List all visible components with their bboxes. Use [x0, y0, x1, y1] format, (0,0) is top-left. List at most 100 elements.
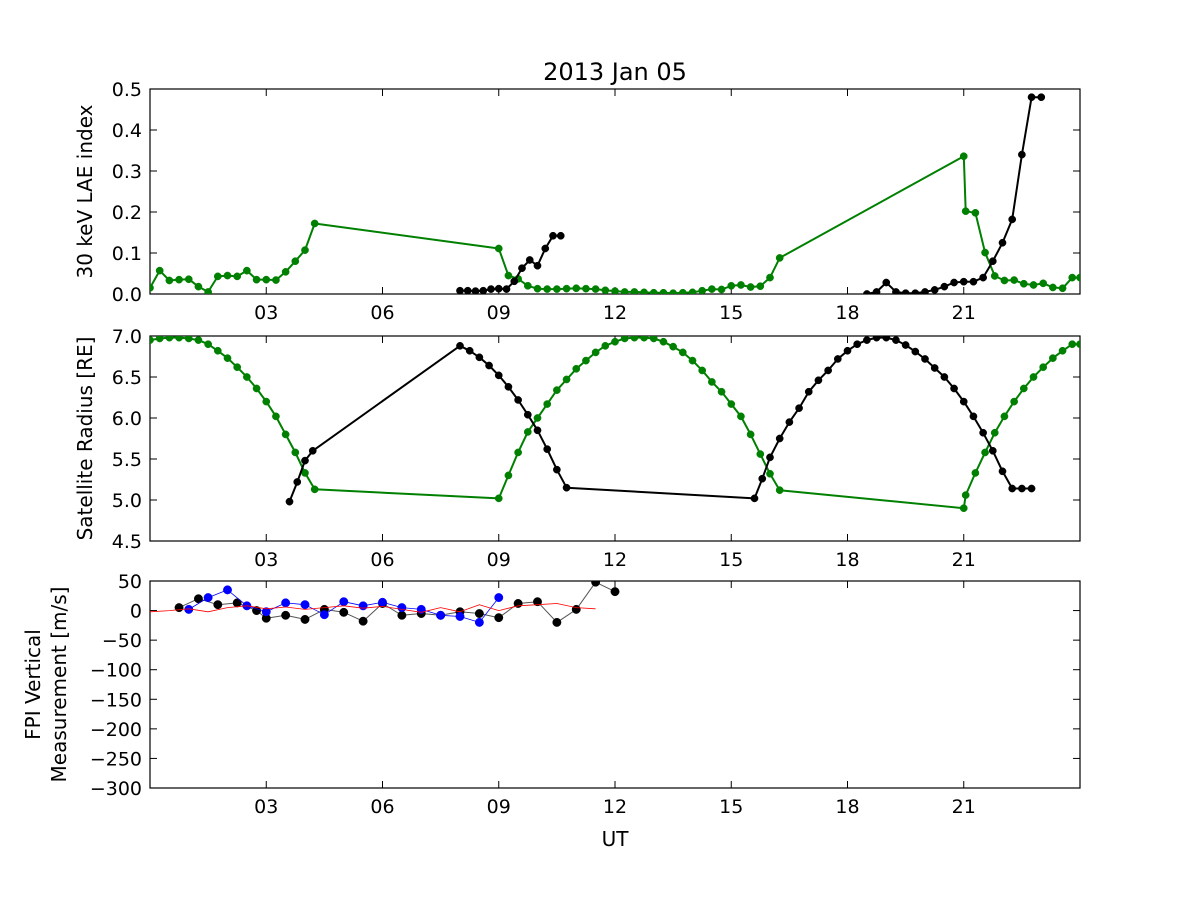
- radius-series-black-1-point: [959, 397, 968, 406]
- fpi-ytick-label: −300: [90, 778, 142, 800]
- radius-series-green-0-point: [1058, 346, 1067, 355]
- lae-series-black-2-point: [969, 277, 978, 286]
- radius-series-green-0-point: [272, 412, 280, 421]
- fpi-series-blue-1-point: [397, 603, 407, 613]
- radius-series-black-1-point: [785, 418, 794, 426]
- radius-series-green-0-point: [252, 384, 261, 393]
- radius-series-green-0-point: [233, 363, 242, 372]
- lae-series-green-0-point: [194, 282, 203, 291]
- fpi-xtick-label: 21: [952, 796, 976, 818]
- lae-series-black-1-point: [494, 284, 503, 293]
- lae-series-green-0-point: [310, 219, 319, 228]
- lae-series-black-1-point: [541, 244, 550, 253]
- radius-series-green-0-point: [669, 342, 677, 351]
- lae-series-black-1-point: [463, 286, 472, 294]
- radius-series-black-1-point: [1027, 484, 1036, 493]
- radius-series-green-0-point: [553, 386, 561, 394]
- radius-series-green-0-point: [523, 428, 532, 436]
- radius-series-black-1-point: [969, 412, 978, 421]
- lae-series-green-0-point: [1010, 276, 1018, 284]
- fpi-ytick-label: −250: [90, 748, 142, 770]
- fpi-series-black-0-point: [610, 587, 620, 597]
- radius-series-green-0-point: [1019, 384, 1028, 393]
- radius-series-green-0-point: [708, 378, 716, 386]
- fpi-series-blue-1-point: [474, 617, 484, 627]
- radius-series-black-1-point: [301, 456, 309, 465]
- radius-ytick-label: 6.0: [112, 408, 142, 430]
- lae-series-green-0-point: [669, 289, 677, 294]
- lae-series-black-1-point: [533, 261, 542, 270]
- radius-series-black-1-point: [940, 373, 949, 381]
- fpi-series-blue-1-point: [319, 610, 329, 620]
- radius-series-green-0-point: [194, 336, 203, 344]
- radius-series-green-0-point: [291, 448, 300, 457]
- lae-series-green-0-point: [543, 285, 552, 293]
- lae-series-green-0-point: [1068, 273, 1077, 282]
- lae-ytick-label: 0.0: [112, 284, 142, 306]
- fpi-series-black-0-point: [397, 610, 407, 620]
- radius-series-green-0-point: [766, 469, 774, 478]
- radius-series-black-1-point: [950, 384, 958, 393]
- lae-xtick-label: 18: [835, 302, 859, 324]
- lae-series-green-0-point: [727, 281, 736, 290]
- lae-series-black-1-point: [549, 231, 557, 240]
- radius-series-green-0-point: [717, 387, 726, 396]
- radius-series-black-1-point: [465, 346, 474, 355]
- radius-series-black-1-point: [293, 478, 302, 486]
- fpi-ylabel: FPI Vertical Measurement [m/s]: [21, 587, 71, 783]
- radius-ytick-label: 5.0: [112, 490, 142, 512]
- radius-series-black-1-line: [288, 336, 1032, 502]
- radius-series-green-0-point: [582, 356, 590, 365]
- lae-series-green-0-point: [553, 285, 561, 293]
- radius-xtick-label: 21: [952, 549, 976, 571]
- lae-series-black-1-point: [525, 256, 534, 264]
- lae-series-green-0-point: [504, 271, 513, 280]
- lae-series-green-0-point: [523, 281, 532, 290]
- radius-series-black-1-point: [833, 355, 842, 363]
- radius-series-black-1-point: [921, 355, 929, 363]
- lae-series-green-0-point: [262, 275, 271, 284]
- lae-series-green-0-point: [1049, 283, 1057, 292]
- radius-series-black-1-point: [494, 371, 503, 380]
- radius-series-green-0-point: [243, 373, 251, 381]
- radius-series-green-0-point: [494, 494, 503, 503]
- lae-series-green-0-point: [708, 285, 716, 293]
- radius-series-black-1-point: [766, 453, 774, 462]
- lae-series-green-0-point: [184, 275, 193, 284]
- radius-ytick-label: 6.5: [112, 367, 142, 389]
- radius-series-black-1-point: [285, 497, 294, 506]
- lae-series-black-2-point: [1027, 93, 1036, 102]
- fpi-xtick-label: 09: [487, 796, 511, 818]
- lae-series-green-0-point: [640, 288, 648, 294]
- radius-series-black-1-point: [775, 434, 784, 443]
- fpi-ylabel-line: FPI Vertical: [21, 629, 45, 740]
- fpi-series-blue-1-point: [261, 607, 271, 617]
- fpi-series-black-0-point: [193, 594, 203, 604]
- fpi-ytick-label: −200: [90, 719, 142, 741]
- radius-series-black-1-point: [308, 446, 317, 455]
- lae-series-black-1-point: [518, 264, 526, 273]
- radius-series-black-1-point: [882, 336, 891, 342]
- radius-series-black-1-point: [514, 396, 522, 404]
- fpi-series-black-0-point: [300, 614, 310, 624]
- radius-series-black-1-point: [988, 446, 997, 455]
- radius-xtick-label: 06: [370, 549, 394, 571]
- radius-ylabel-line: Satellite Radius [RE]: [73, 337, 97, 541]
- lae-series-black-1-point: [479, 286, 488, 294]
- lae-series-green-0-point: [1039, 279, 1048, 288]
- radius-series-black-1-point: [523, 410, 532, 419]
- fpi-series-blue-1-point: [339, 597, 349, 607]
- radius-series-green-0-point: [165, 336, 174, 342]
- radius-series-green-0-point: [688, 356, 697, 365]
- fpi-ytick-label: 50: [118, 571, 142, 593]
- lae-series-green-0-point: [659, 288, 668, 294]
- fpi-xtick-label: 06: [370, 796, 394, 818]
- lae-series-green-0-point: [766, 273, 774, 282]
- lae-ytick-label: 0.4: [112, 120, 142, 142]
- lae-series-green-0-point: [1058, 284, 1067, 293]
- radius-series-black-1-point: [750, 494, 759, 503]
- lae-series-black-2-point: [959, 277, 968, 286]
- lae-series-black-2-point: [979, 273, 987, 282]
- lae-series-green-0-point: [1019, 279, 1028, 288]
- radius-series-green-0-point: [281, 430, 290, 439]
